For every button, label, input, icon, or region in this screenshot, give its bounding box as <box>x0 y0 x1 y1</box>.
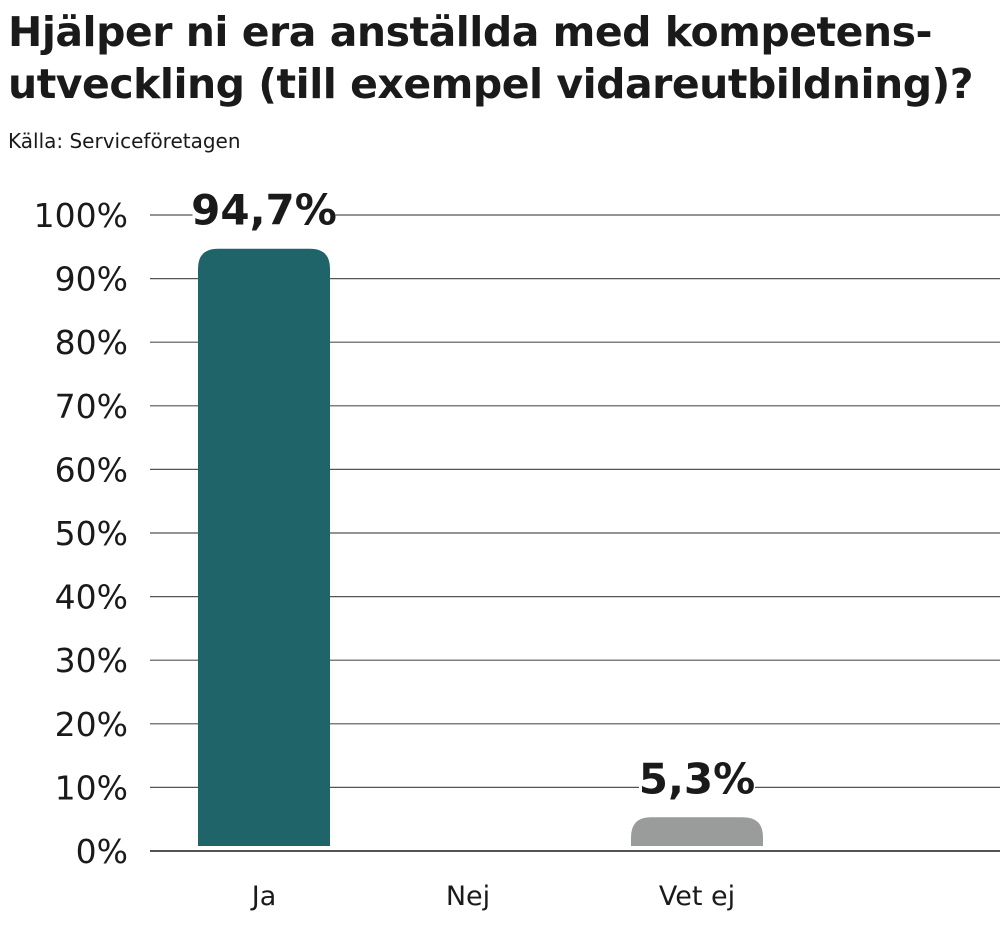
bar-vet-ej <box>631 817 763 846</box>
y-tick-label-60: 60% <box>55 450 128 489</box>
y-tick-label-40: 40% <box>55 578 128 617</box>
chart-source: Källa: Serviceföretagen <box>8 129 241 153</box>
y-tick-label-30: 30% <box>55 641 128 680</box>
y-tick-label-10: 10% <box>55 768 128 807</box>
chart-title-line-2: utveckling (till exempel vidareutbildnin… <box>8 60 974 108</box>
data-label-backdrop <box>639 757 755 804</box>
y-tick-label-20: 20% <box>55 705 128 744</box>
data-labels: 94,7% 5,3% <box>191 186 755 804</box>
y-tick-label-50: 50% <box>55 514 128 553</box>
bar-ja <box>198 248 330 846</box>
y-tick-label-90: 90% <box>55 260 128 299</box>
x-category-label-ja: Ja <box>250 881 277 912</box>
y-tick-label-100: 100% <box>34 196 128 235</box>
data-label-ja: 94,7% <box>191 186 337 235</box>
y-tick-label-70: 70% <box>55 387 128 426</box>
bars <box>198 248 763 846</box>
data-label-backdrop <box>192 188 336 235</box>
x-axis-category-labels: Ja Nej Vet ej <box>250 881 735 912</box>
data-label-vet-ej: 5,3% <box>639 754 755 803</box>
chart-title-line-1: Hjälper ni era anställda med kompetens- <box>8 8 933 56</box>
y-tick-label-80: 80% <box>55 323 128 362</box>
x-category-label-vet-ej: Vet ej <box>659 881 735 912</box>
chart-title: Hjälper ni era anställda med kompetens- … <box>8 6 993 110</box>
y-axis-tick-labels: 0% 10% 20% 30% 40% 50% 60% 70% 80% 90% 100% <box>34 196 128 871</box>
y-tick-label-0: 0% <box>76 832 128 871</box>
x-category-label-nej: Nej <box>446 881 490 912</box>
